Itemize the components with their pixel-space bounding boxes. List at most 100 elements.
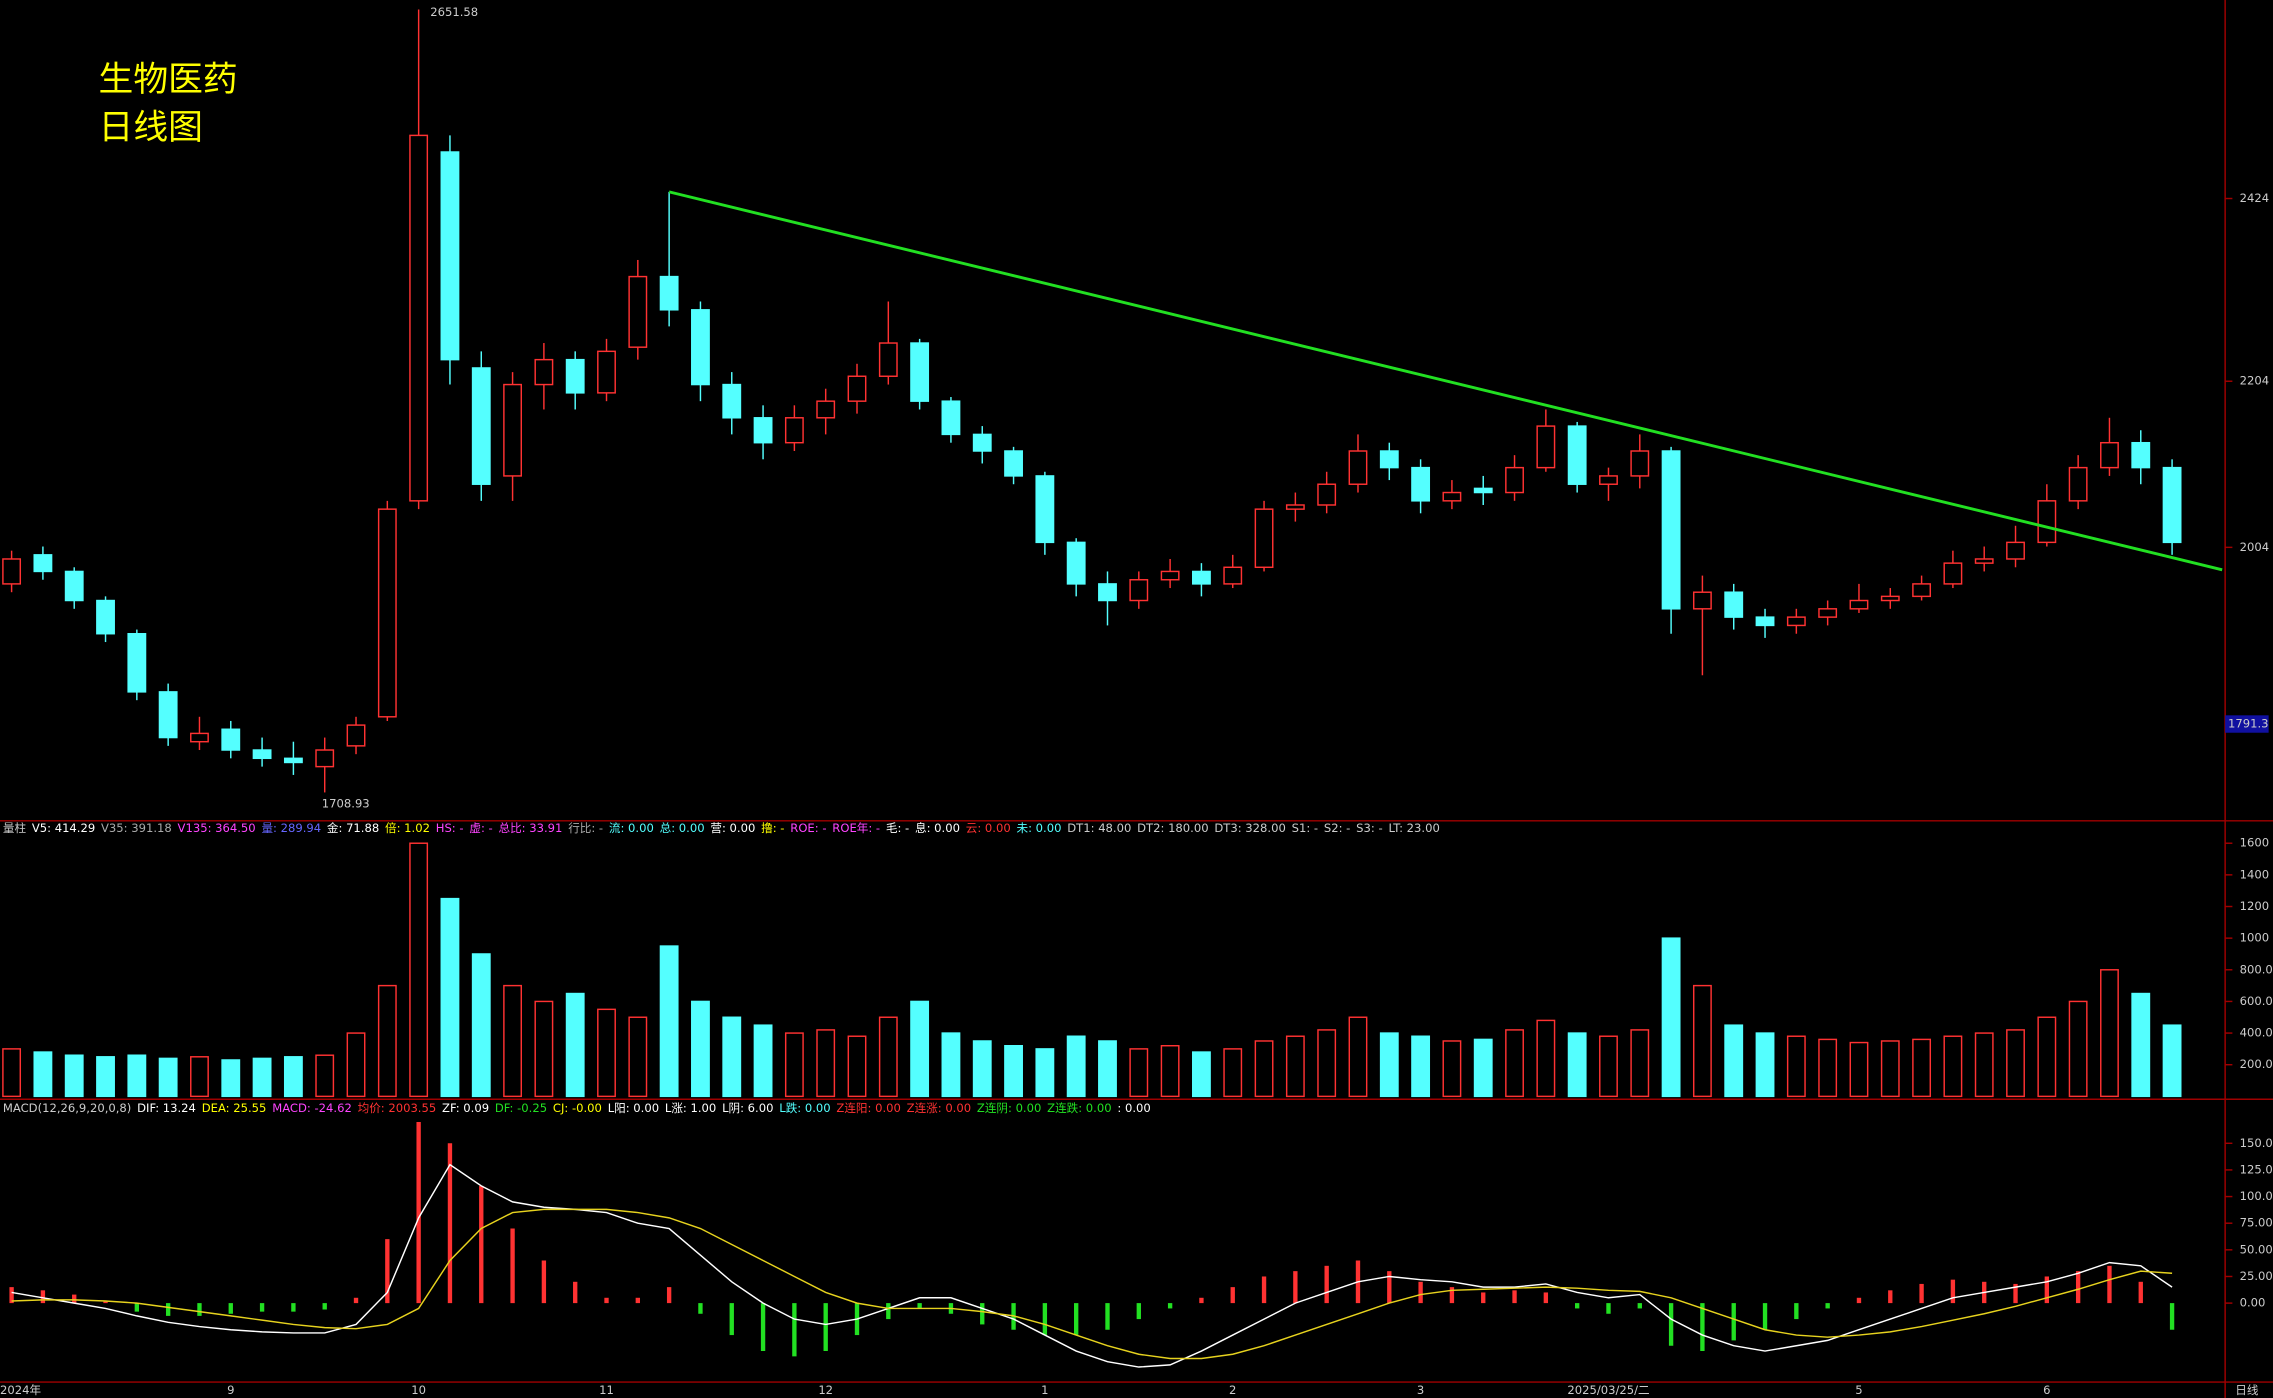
x-tick-label: 5 [1855, 1383, 1862, 1397]
volume-bar [283, 1056, 303, 1098]
volume-bar [753, 1024, 773, 1098]
candle-body [691, 309, 710, 386]
volume-bar [409, 842, 429, 1098]
header-item: ROE年: - [832, 821, 880, 835]
header-item: Z连阴: 0.00 [977, 1100, 1041, 1114]
candle-body [753, 417, 773, 444]
y-tick-label: 75.00 [2240, 1216, 2273, 1230]
y-tick-label: 0.00 [2240, 1296, 2266, 1310]
volume-bar [1849, 1041, 1869, 1098]
header-item: 总比: 33.91 [499, 821, 563, 835]
volume-bar [1880, 1040, 1900, 1098]
candle-body [1786, 616, 1806, 627]
y-tick-label: 2424 [2240, 191, 2269, 205]
candle-body [1317, 483, 1337, 506]
volume-bar [1098, 1040, 1117, 1098]
candle-body [283, 757, 303, 764]
candle-body [2100, 441, 2119, 469]
y-tick-label: 25.00 [2240, 1269, 2273, 1283]
volume-bar [1599, 1035, 1618, 1098]
header-item: DT1: 48.00 [1067, 821, 1131, 835]
x-tick-label: 2024年 [0, 1383, 41, 1397]
panel-header: MACD(12,26,9,20,0,8) DIF: 13.24 DEA: 25.55… [3, 1100, 1151, 1114]
candle-body [503, 383, 523, 477]
header-item: ROE: - [790, 821, 826, 835]
candle-body [1066, 541, 1086, 585]
volume-bar [127, 1054, 147, 1098]
candle-body [534, 358, 554, 386]
header-item: HS: - [436, 821, 464, 835]
y-tick-label: 1000 [2240, 931, 2269, 945]
header-item: 云: 0.00 [966, 821, 1011, 835]
volume-bar [722, 1016, 742, 1098]
candle-body [158, 691, 178, 739]
candle-body [847, 375, 867, 402]
period-label: 日线 [2235, 1383, 2259, 1397]
volume-bar [878, 1016, 898, 1098]
x-tick-label: 11 [599, 1383, 614, 1397]
candle-body [1567, 425, 1587, 485]
volume-bar [941, 1032, 961, 1098]
header-item: 营: 0.00 [710, 821, 755, 835]
candle-body [628, 275, 648, 348]
volume-bar [2068, 1000, 2088, 1098]
x-tick-label: 6 [2043, 1383, 2050, 1397]
candle-body [1630, 450, 1650, 477]
header-item: 毛: - [886, 821, 909, 835]
header-item: S1: - [1292, 821, 1318, 835]
candle-body [127, 633, 147, 693]
volume-bar [972, 1040, 992, 1098]
candle-body [346, 724, 366, 747]
candle-body [96, 599, 115, 635]
header-item: CJ: -0.00 [553, 1100, 602, 1114]
header-item: 流: 0.00 [609, 821, 654, 835]
volume-bar [440, 897, 460, 1098]
volume-bar [190, 1056, 209, 1098]
volume-bar [158, 1057, 178, 1098]
candle-body [2131, 441, 2151, 469]
volume-bar [1379, 1032, 1399, 1098]
volume-bar [1473, 1038, 1493, 1098]
candle-body [1818, 608, 1838, 618]
trendline [668, 190, 2223, 572]
volume-bar [1724, 1024, 1744, 1098]
volume-bar [816, 1029, 836, 1098]
candle-body [1285, 504, 1305, 510]
header-item: MACD(12,26,9,20,0,8) [3, 1100, 131, 1114]
candle-body [878, 342, 898, 377]
axis-marker: 1791.3 [2228, 717, 2269, 731]
header-item: DEA: 25.55 [202, 1100, 267, 1114]
candle-body [816, 400, 836, 419]
volume-bar [1317, 1029, 1337, 1098]
chart-subtitle: 日线图 [99, 108, 203, 148]
volume-bar [1786, 1035, 1806, 1098]
macd-line [11, 1208, 2173, 1360]
volume-bar [221, 1059, 241, 1098]
candle-body [722, 383, 742, 419]
candle-body [2006, 541, 2025, 560]
volume-bar [1818, 1038, 1838, 1098]
volume-bar [1567, 1032, 1587, 1098]
candle-body [1724, 591, 1744, 618]
candle-body [1379, 450, 1399, 469]
x-tick-label: 2025/03/25/二 [1567, 1383, 1649, 1397]
candle-body [1411, 466, 1431, 502]
candle-body [315, 749, 335, 768]
high-label: 2651.58 [430, 5, 478, 19]
y-tick-label: 1400 [2240, 867, 2269, 881]
header-item: Z连阳: 0.00 [836, 1100, 900, 1114]
volume-bar [910, 1000, 930, 1098]
candle-body [565, 358, 585, 394]
volume-bar [503, 984, 523, 1098]
x-tick-label: 2 [1229, 1383, 1236, 1397]
x-tick-label: 9 [227, 1383, 234, 1397]
x-tick-label: 1 [1041, 1383, 1048, 1397]
header-item: DT2: 180.00 [1137, 821, 1208, 835]
candle-body [2037, 500, 2057, 544]
volume-bar [1692, 984, 1712, 1098]
volume-bar [1442, 1040, 1462, 1098]
candle-body [1004, 450, 1023, 477]
